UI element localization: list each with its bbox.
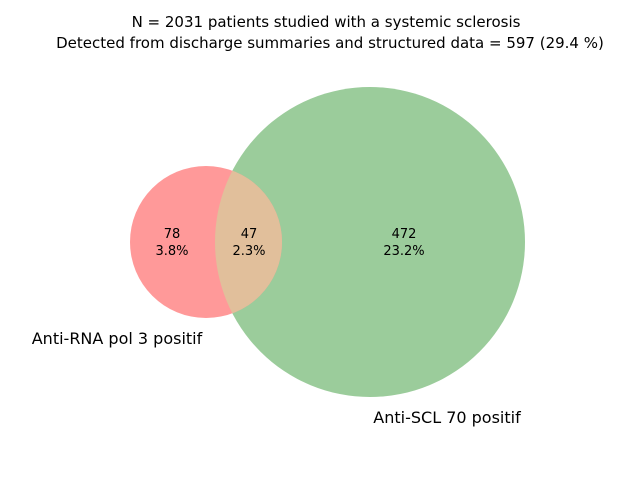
overlap-region [215, 166, 282, 318]
a-only-count: 78 [164, 227, 181, 242]
both-percent: 2.3% [232, 244, 265, 259]
anti-rna-pol3-label: Anti-RNA pol 3 positif [32, 329, 203, 348]
b-only-percent: 23.2% [383, 244, 424, 259]
title-line-2: Detected from discharge summaries and st… [56, 34, 604, 52]
b-only-count: 472 [392, 227, 417, 242]
anti-scl70-circle [215, 87, 525, 397]
title-line-1: N = 2031 patients studied with a systemi… [132, 13, 521, 31]
a-only-percent: 3.8% [155, 244, 188, 259]
both-count: 47 [241, 227, 258, 242]
anti-scl70-label: Anti-SCL 70 positif [373, 408, 521, 427]
